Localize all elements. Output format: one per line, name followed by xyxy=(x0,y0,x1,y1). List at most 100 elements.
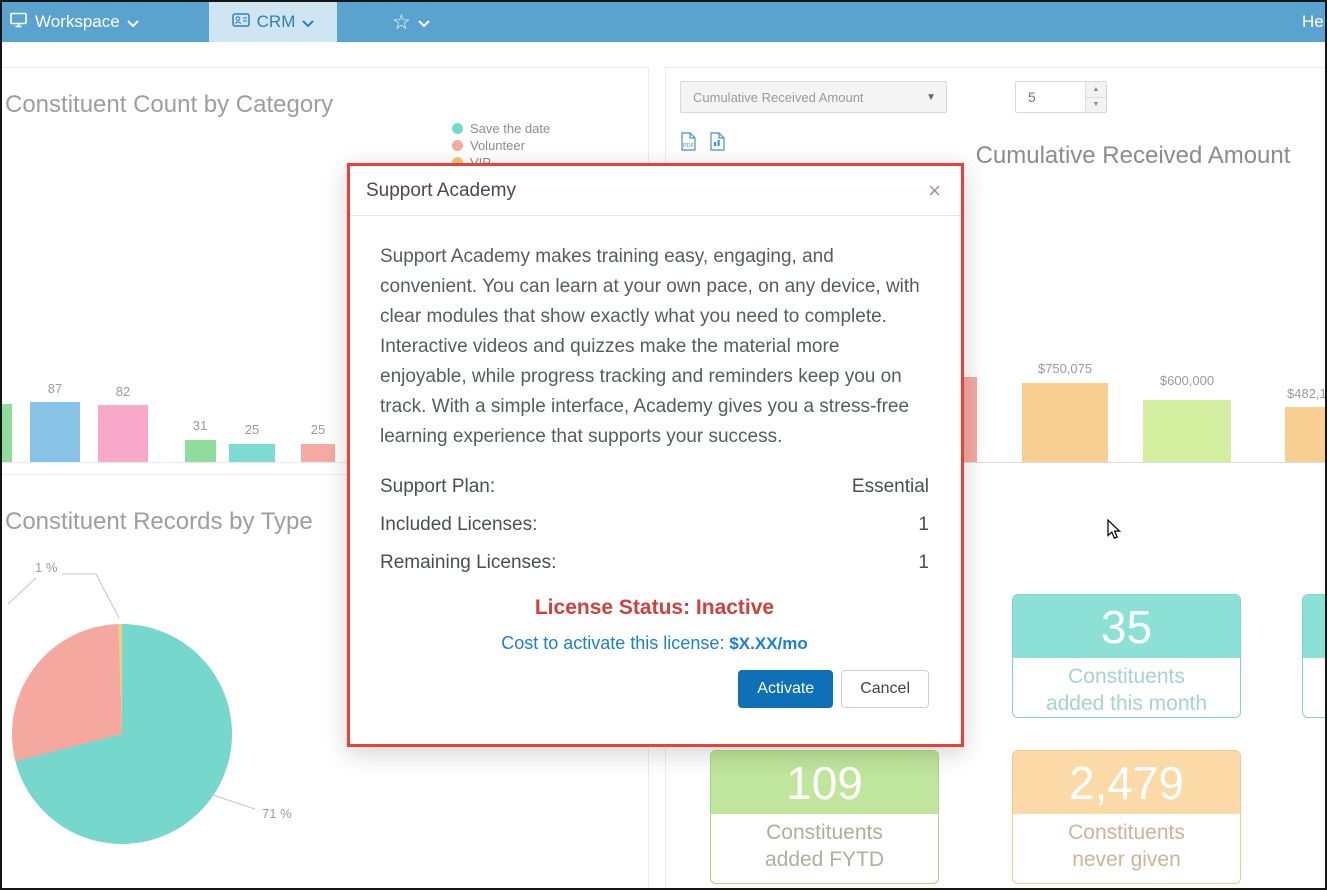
legend-dot xyxy=(452,123,463,134)
bar-value-label: $482,1 xyxy=(1287,386,1327,401)
modal-header: Support Academy × xyxy=(350,166,961,216)
bar xyxy=(229,444,275,462)
workspace-menu[interactable]: Workspace xyxy=(10,2,139,42)
modal-buttons: Activate Cancel xyxy=(380,670,929,708)
detail-rows: Support Plan: Essential Included License… xyxy=(380,476,929,574)
chevron-down-icon: ▼ xyxy=(926,91,936,103)
metric-select-value: Cumulative Received Amount xyxy=(693,89,864,105)
bar xyxy=(1022,383,1108,462)
export-image-icon[interactable] xyxy=(709,132,726,156)
detail-label: Support Plan: xyxy=(380,476,496,497)
detail-label: Remaining Licenses: xyxy=(380,552,557,573)
close-icon[interactable]: × xyxy=(928,177,941,203)
stat-card-label: Constituents added this month xyxy=(1013,658,1240,717)
modal-description: Support Academy makes training easy, eng… xyxy=(380,246,920,447)
bar-value-label: $750,075 xyxy=(1037,361,1093,376)
bar xyxy=(2,404,12,462)
pie-leader-lines xyxy=(7,573,256,810)
detail-value: Essential xyxy=(851,476,929,497)
legend-item: Volunteer xyxy=(452,137,550,154)
detail-label: Included Licenses: xyxy=(380,514,538,535)
cancel-button[interactable]: Cancel xyxy=(841,670,929,708)
crm-tab-label: CRM xyxy=(256,12,296,31)
help-label: Help xyxy=(1302,12,1325,31)
stat-card-label-line1: Constituents xyxy=(1068,821,1185,844)
stat-card-label: Constituents added FYTD xyxy=(711,814,938,881)
stat-card-label xyxy=(1303,658,1325,671)
bar xyxy=(30,402,80,462)
stat-card-label-line2: never given xyxy=(1072,848,1181,871)
detail-row: Support Plan: Essential xyxy=(380,476,929,498)
records-count-input[interactable] xyxy=(1016,82,1085,112)
favorites-menu[interactable]: ☆ xyxy=(392,2,430,42)
bar-value-label: 87 xyxy=(47,381,63,396)
bar-value-label: 25 xyxy=(244,422,260,437)
stat-card-value xyxy=(1303,595,1325,658)
contact-card-icon xyxy=(231,12,250,32)
records-count-stepper: ▲ ▼ xyxy=(1015,81,1107,113)
pie-chart xyxy=(12,624,232,844)
chart-title: Constituent Records by Type xyxy=(5,508,313,535)
pie-label-small: 1 % xyxy=(35,560,58,575)
chevron-down-icon xyxy=(302,12,315,32)
stepper-buttons: ▲ ▼ xyxy=(1085,82,1106,112)
stat-card: 2,479 Constituents never given xyxy=(1012,750,1241,884)
stat-card-value: 35 xyxy=(1013,595,1240,658)
detail-row: Included Licenses: 1 xyxy=(380,514,929,536)
svg-text:PDF: PDF xyxy=(683,143,695,149)
stat-card-label-line2: added this month xyxy=(1045,692,1208,715)
top-navigation-bar: Workspace CRM ☆ Help xyxy=(2,2,1325,42)
legend-item: Save the date xyxy=(452,120,550,137)
bar-value-label: $600,000 xyxy=(1159,373,1215,388)
stat-card-value: 109 xyxy=(711,751,938,814)
monitor-icon xyxy=(10,12,28,33)
modal-title: Support Academy xyxy=(366,179,516,201)
bar-value-label: 25 xyxy=(310,422,326,437)
bar xyxy=(185,440,216,462)
legend-dot xyxy=(452,140,463,151)
cost-line: Cost to activate this license: $X.XX/mo xyxy=(380,633,929,654)
bar xyxy=(98,405,148,462)
star-icon: ☆ xyxy=(392,10,411,34)
tab-crm[interactable]: CRM xyxy=(209,2,337,42)
legend-dot xyxy=(452,157,463,168)
pie-label-large: 71 % xyxy=(262,806,292,821)
stat-card: 109 Constituents added FYTD xyxy=(710,750,939,884)
export-pdf-icon[interactable]: PDF xyxy=(680,132,697,156)
workspace-label: Workspace xyxy=(35,12,120,31)
bar-value-label: 82 xyxy=(115,384,131,399)
bar-value-label: 31 xyxy=(192,418,208,433)
mouse-cursor-icon xyxy=(1106,518,1122,545)
spinner-up-button[interactable]: ▲ xyxy=(1086,82,1106,98)
activate-button[interactable]: Activate xyxy=(738,670,834,708)
support-academy-dialog: Support Academy × Support Academy makes … xyxy=(347,163,964,747)
chevron-down-icon xyxy=(418,12,430,32)
legend-label: Save the date xyxy=(470,121,551,136)
chart-title: Constituent Count by Category xyxy=(5,91,334,118)
detail-value: 1 xyxy=(918,514,929,535)
spinner-down-button[interactable]: ▼ xyxy=(1086,97,1106,112)
legend-label: Volunteer xyxy=(470,138,525,153)
axis-line xyxy=(666,462,1325,463)
detail-value: 1 xyxy=(918,552,929,573)
stat-card: 35 Constituents added this month xyxy=(1012,594,1241,718)
chart-title: Cumulative Received Amount xyxy=(975,142,1291,169)
stat-card-label-line1: Constituents xyxy=(1068,665,1185,688)
bar xyxy=(301,444,335,462)
detail-row: Remaining Licenses: 1 xyxy=(380,552,929,574)
stat-card-value: 2,479 xyxy=(1013,751,1240,814)
license-status: License Status: Inactive xyxy=(534,596,775,619)
cost-value: $X.XX/mo xyxy=(729,634,808,653)
metric-select[interactable]: Cumulative Received Amount ▼ xyxy=(680,81,947,113)
stat-card-label-line1: Constituents xyxy=(766,821,883,844)
modal-body: Support Academy makes training easy, eng… xyxy=(350,216,961,708)
chevron-down-icon xyxy=(127,12,139,32)
cost-prefix: Cost to activate this license: xyxy=(501,633,730,653)
bar xyxy=(1285,407,1325,462)
stat-card-label: Constituents never given xyxy=(1013,814,1240,881)
stat-card-label-line2: added FYTD xyxy=(764,848,885,871)
bar xyxy=(1143,400,1231,462)
help-link[interactable]: Help xyxy=(1302,2,1325,42)
stat-card xyxy=(1302,594,1325,718)
